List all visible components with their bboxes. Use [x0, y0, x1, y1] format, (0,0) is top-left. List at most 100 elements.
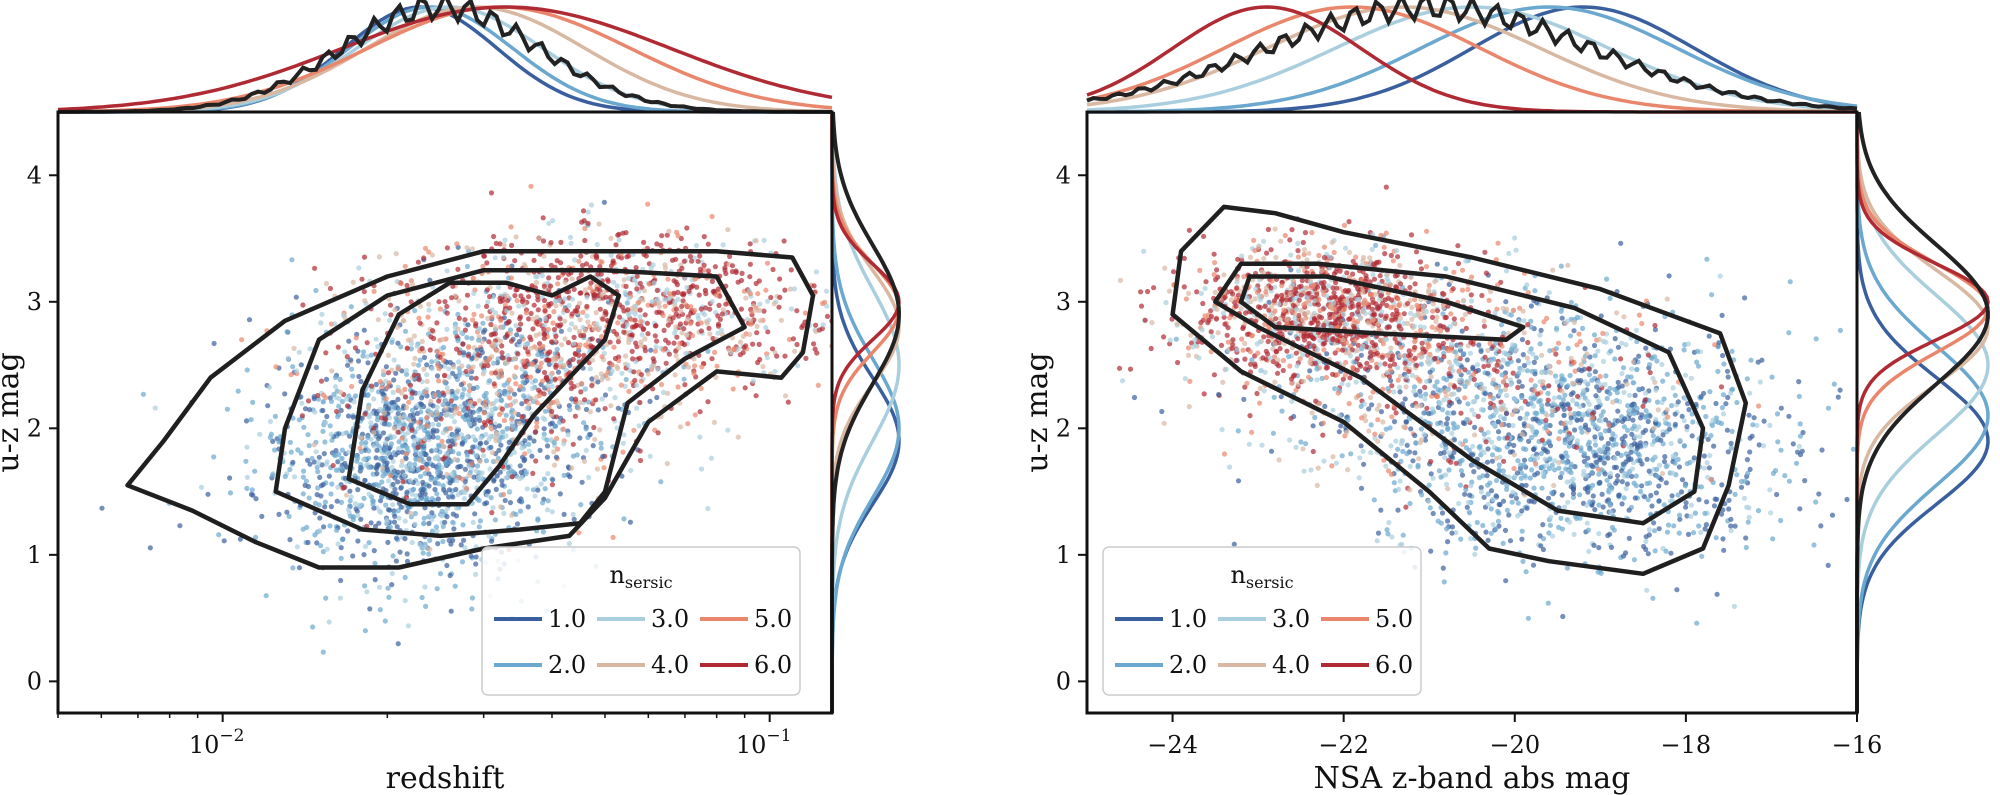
scatter-point — [315, 485, 321, 491]
scatter-point — [1662, 454, 1668, 460]
scatter-point — [477, 458, 483, 464]
scatter-point — [382, 446, 389, 452]
scatter-point — [475, 408, 481, 414]
scatter-point — [518, 321, 524, 327]
scatter-point — [1540, 379, 1546, 385]
scatter-point — [1533, 355, 1539, 361]
scatter-point — [411, 333, 417, 339]
scatter-point — [452, 410, 458, 416]
scatter-point — [386, 422, 392, 428]
scatter-point — [582, 397, 588, 403]
scatter-point — [615, 365, 621, 372]
scatter-point — [788, 267, 794, 273]
scatter-point — [1437, 401, 1443, 407]
scatter-point — [636, 300, 642, 306]
scatter-point — [1683, 504, 1689, 510]
scatter-point — [395, 429, 401, 435]
scatter-point — [460, 407, 466, 413]
scatter-point — [585, 399, 592, 405]
scatter-point — [385, 539, 391, 546]
scatter-point — [545, 326, 551, 333]
scatter-point — [1579, 429, 1585, 435]
scatter-point — [468, 461, 474, 467]
scatter-point — [482, 501, 488, 507]
scatter-point — [318, 543, 324, 549]
scatter-point — [1761, 418, 1767, 424]
scatter-point — [415, 480, 421, 486]
scatter-point — [1651, 528, 1658, 534]
scatter-point — [489, 314, 495, 320]
scatter-point — [1492, 310, 1498, 316]
scatter-point — [1368, 449, 1374, 456]
scatter-point — [434, 410, 440, 416]
scatter-point — [1622, 416, 1628, 422]
scatter-point — [1212, 289, 1218, 295]
scatter-point — [380, 430, 387, 436]
scatter-point — [1547, 348, 1553, 354]
scatter-point — [1837, 387, 1843, 393]
scatter-point — [616, 231, 622, 237]
scatter-point — [1393, 453, 1399, 459]
scatter-point — [250, 399, 256, 405]
scatter-point — [1598, 418, 1604, 424]
scatter-point — [641, 288, 648, 294]
scatter-point — [634, 286, 640, 292]
scatter-point — [497, 241, 503, 247]
scatter-point — [368, 352, 374, 358]
scatter-point — [444, 326, 450, 332]
scatter-point — [1754, 422, 1760, 428]
scatter-point — [565, 340, 572, 346]
scatter-point — [1494, 455, 1500, 461]
scatter-point — [439, 513, 445, 519]
scatter-point — [1517, 437, 1523, 443]
scatter-point — [1439, 510, 1446, 516]
scatter-point — [696, 292, 702, 298]
scatter-point — [1642, 443, 1649, 449]
scatter-point — [446, 487, 452, 493]
scatter-point — [1524, 368, 1530, 374]
scatter-point — [440, 538, 446, 545]
scatter-point — [1271, 394, 1277, 400]
scatter-point — [1683, 372, 1689, 378]
scatter-point — [270, 438, 276, 444]
scatter-point — [403, 451, 409, 457]
scatter-point — [385, 585, 391, 591]
scatter-point — [1629, 473, 1635, 479]
scatter-point — [1615, 473, 1621, 479]
scatter-point — [494, 473, 500, 479]
scatter-point — [436, 422, 442, 428]
scatter-point — [650, 262, 656, 268]
scatter-point — [377, 456, 383, 462]
scatter-point — [652, 348, 659, 354]
scatter-point — [1549, 462, 1555, 468]
scatter-point — [450, 494, 456, 500]
scatter-point — [551, 462, 558, 468]
scatter-point — [350, 514, 356, 520]
scatter-point — [1444, 421, 1450, 427]
scatter-point — [1436, 468, 1442, 474]
scatter-point — [1544, 412, 1550, 418]
scatter-point — [309, 455, 315, 462]
scatter-point — [1813, 336, 1819, 342]
scatter-point — [462, 545, 468, 551]
scatter-point — [489, 307, 495, 313]
scatter-point — [442, 380, 448, 386]
scatter-point — [699, 364, 705, 370]
scatter-point — [655, 366, 661, 372]
scatter-point — [714, 363, 720, 369]
scatter-point — [1778, 405, 1784, 411]
scatter-point — [1600, 504, 1606, 510]
scatter-point — [458, 330, 464, 336]
scatter-point — [640, 297, 646, 303]
scatter-point — [1389, 414, 1395, 420]
scatter-point — [1624, 481, 1630, 487]
scatter-point — [666, 351, 673, 357]
scatter-point — [499, 324, 506, 330]
scatter-point — [541, 476, 548, 482]
scatter-point — [542, 307, 548, 314]
scatter-point — [472, 401, 478, 407]
scatter-point — [461, 496, 467, 502]
scatter-point — [750, 378, 757, 384]
scatter-point — [511, 356, 517, 362]
scatter-point — [1631, 423, 1637, 429]
